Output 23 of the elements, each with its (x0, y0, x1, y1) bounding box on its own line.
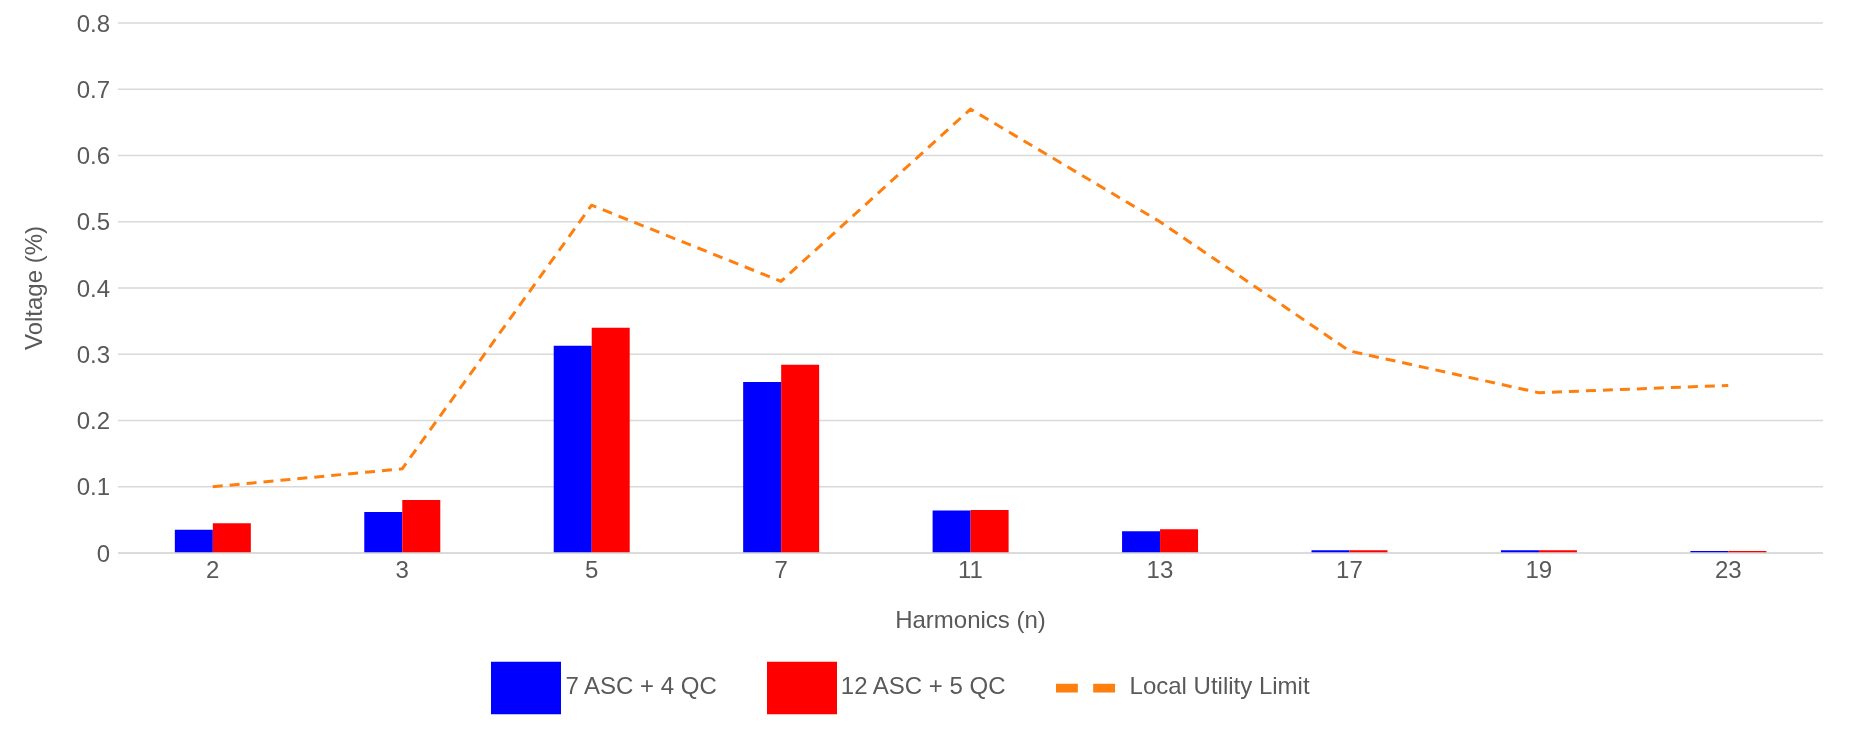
x-tick-label: 5 (584, 556, 599, 584)
y-tick-label: 0 (96, 539, 110, 567)
x-tick-label: 7 (774, 556, 788, 584)
legend-label: 7 ASC + 4 QC (565, 672, 717, 700)
y-tick-label: 0.7 (76, 75, 110, 103)
y-tick-label: 0.8 (76, 9, 110, 37)
x-tick-label: 2 (206, 556, 220, 584)
y-tick-label: 0.1 (76, 473, 110, 501)
y-tick-label: 0.4 (76, 274, 110, 302)
y-tick-label: 0.3 (76, 340, 110, 368)
y-axis-title: Voltage (%) (19, 225, 47, 351)
x-tick-label: 23 (1714, 556, 1742, 584)
y-tick-label: 0.5 (76, 208, 110, 236)
y-tick-label: 0.2 (76, 407, 110, 435)
x-axis-title: Harmonics (n) (895, 606, 1046, 633)
legend-label: Local Utility Limit (1129, 672, 1310, 700)
legend-label: 12 ASC + 5 QC (840, 672, 1006, 700)
x-tick-label: 13 (1146, 556, 1174, 584)
x-tick-label: 19 (1525, 556, 1553, 584)
x-tick-label: 3 (395, 556, 409, 584)
x-tick-label: 11 (958, 556, 983, 584)
y-tick-label: 0.6 (76, 142, 110, 170)
x-tick-label: 17 (1336, 556, 1363, 584)
